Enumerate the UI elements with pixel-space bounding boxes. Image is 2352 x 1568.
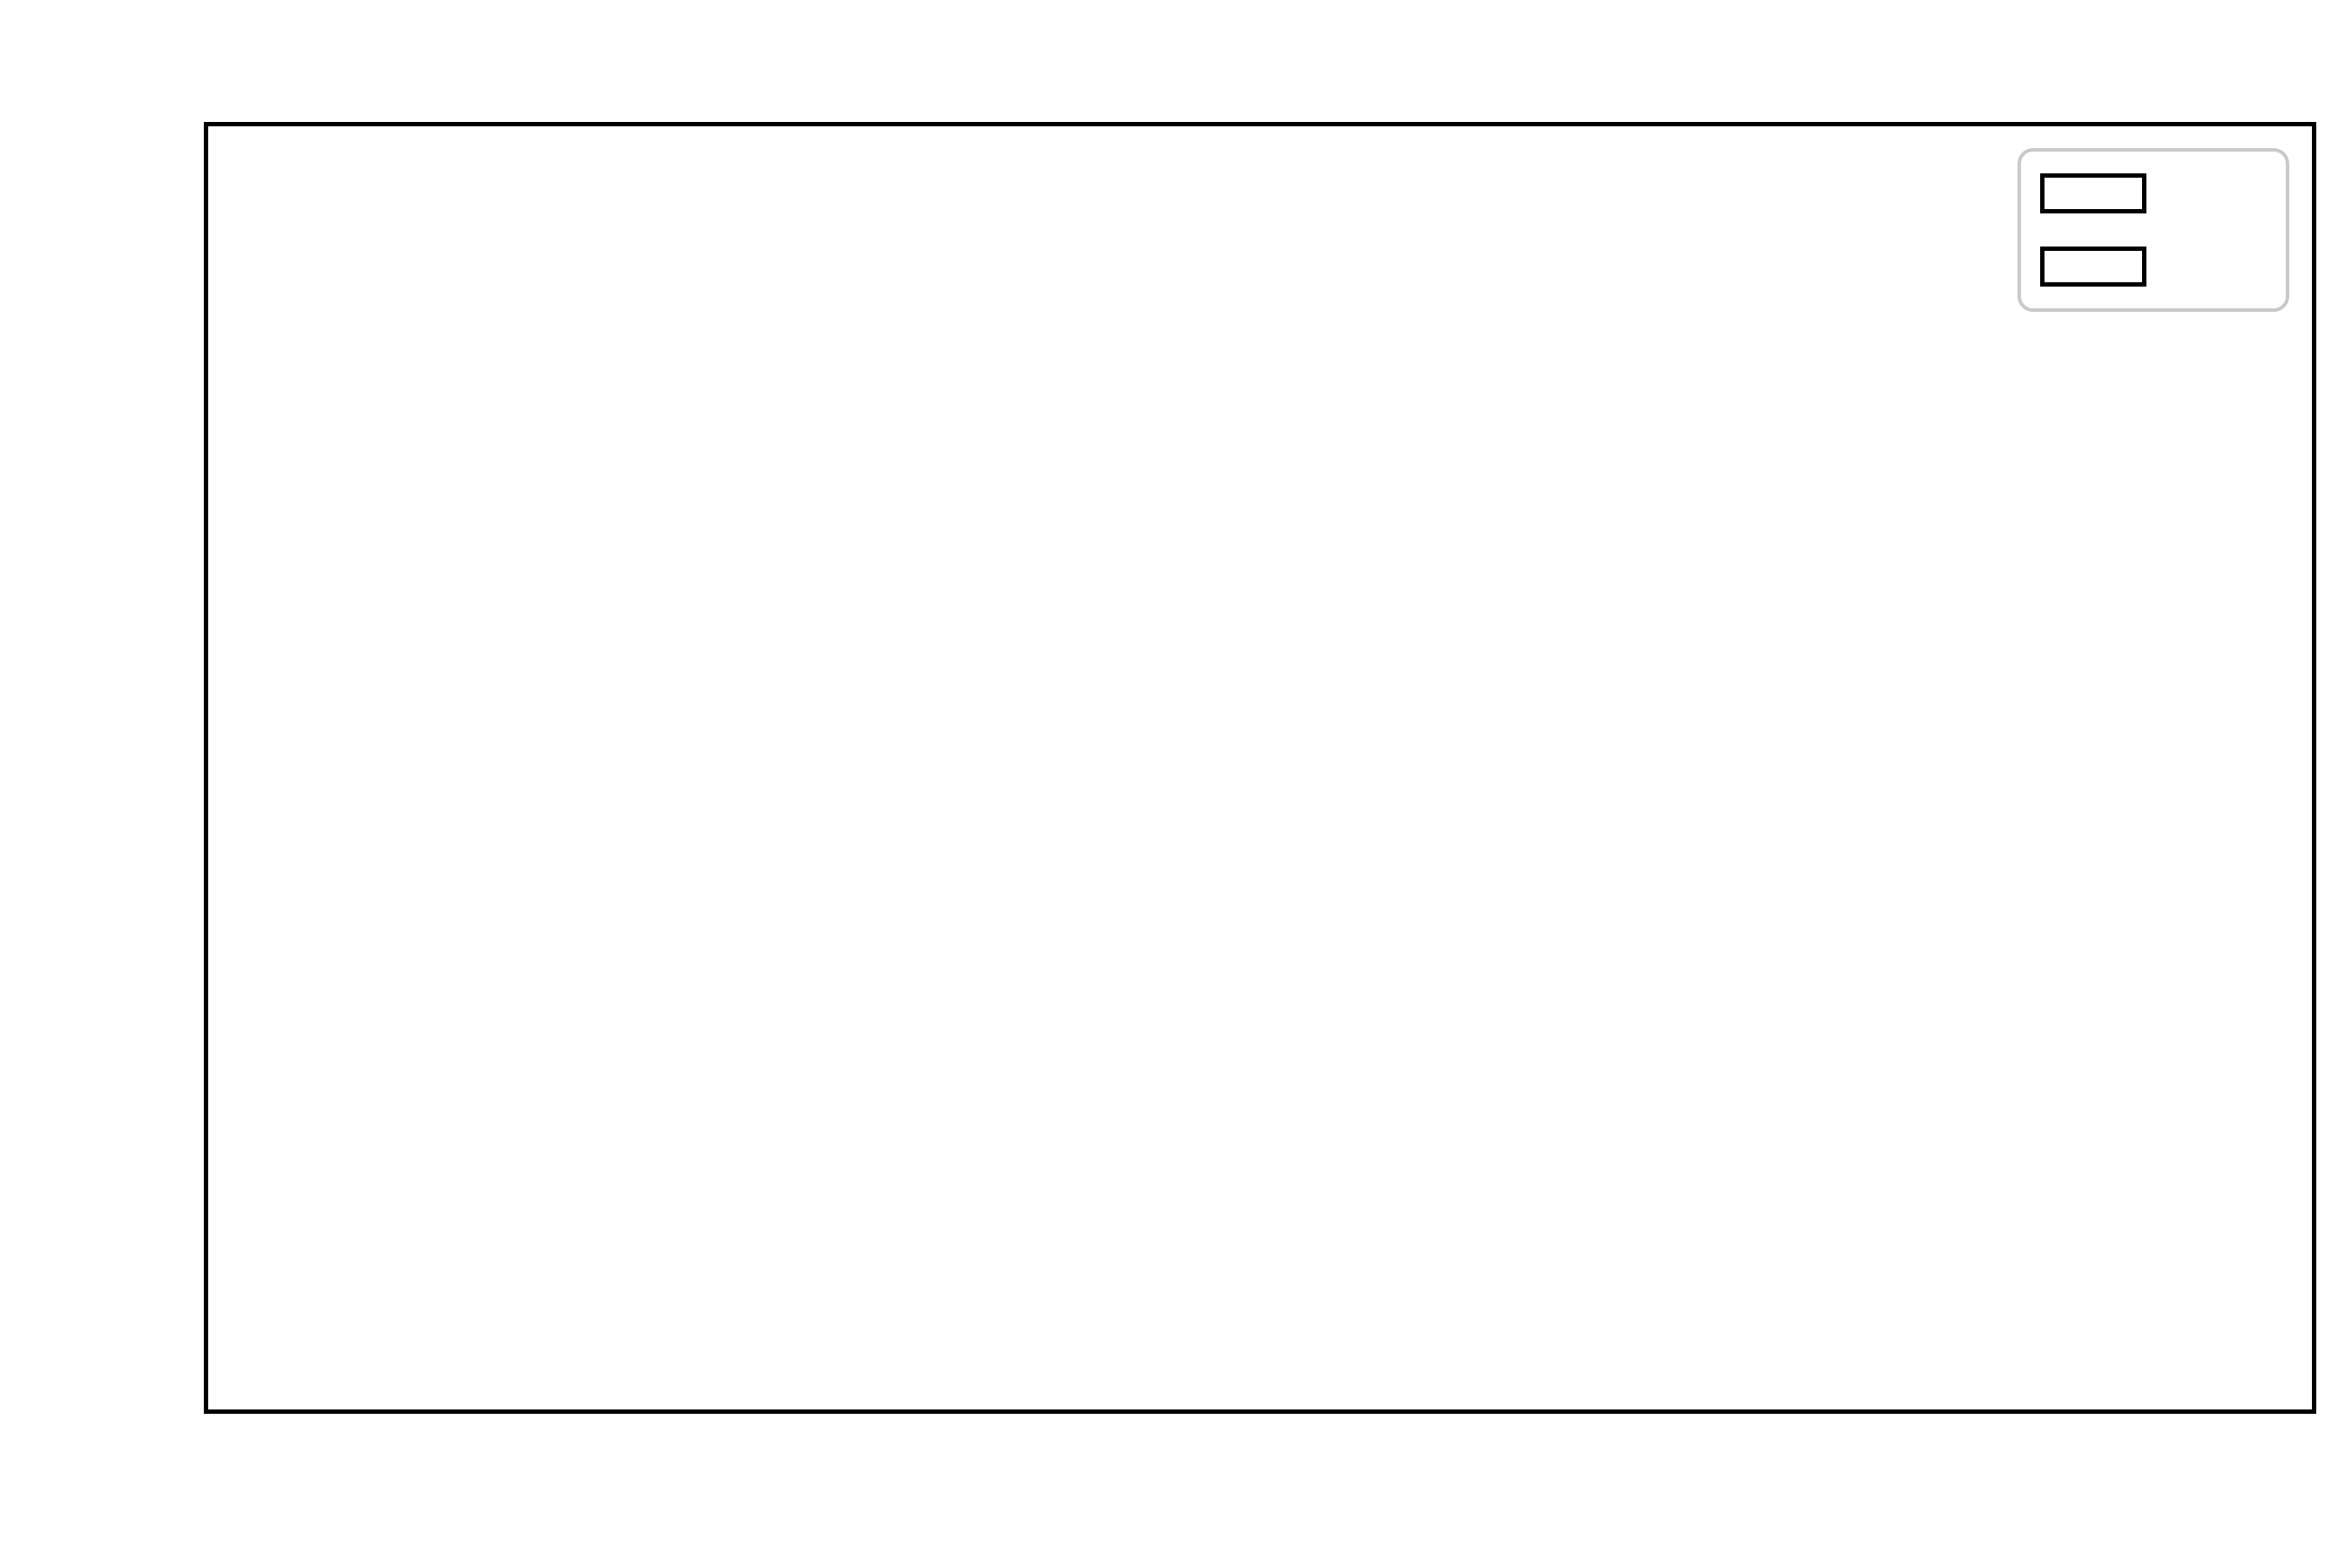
plot-frame (204, 122, 2316, 1414)
legend (2017, 148, 2289, 312)
legend-item-popg (2021, 173, 2286, 213)
pope-swatch (2040, 247, 2146, 287)
legend-item-pope (2021, 247, 2286, 287)
popg-swatch (2040, 173, 2146, 213)
chart-title (206, 19, 2313, 119)
